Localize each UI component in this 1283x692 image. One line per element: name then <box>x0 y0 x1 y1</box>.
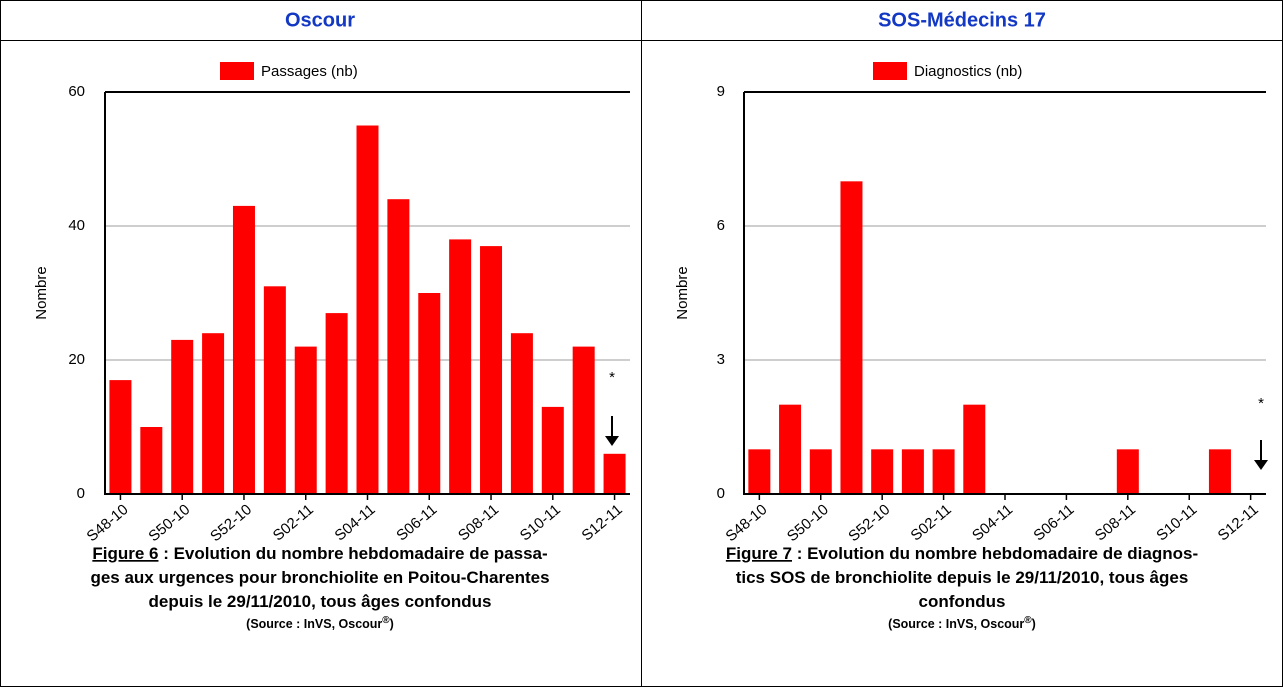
x-tick-label: S06-11 <box>1030 501 1077 544</box>
bar <box>510 333 533 494</box>
bar <box>748 449 771 494</box>
x-tick-label: S50-10 <box>145 501 193 545</box>
y-axis-label: Nombre <box>674 266 691 319</box>
legend-label: Diagnostics (nb) <box>914 63 1022 80</box>
caption-line: ges aux urgences pour bronchiolite en Po… <box>90 568 549 587</box>
legend-label: Passages (nb) <box>261 63 358 80</box>
bar <box>603 453 626 494</box>
x-tick-label: S12-11 <box>579 501 626 544</box>
x-tick-label: S50-10 <box>784 501 832 545</box>
y-tick-label: 40 <box>68 217 85 234</box>
bar <box>325 313 348 494</box>
bar <box>871 449 894 494</box>
bar <box>109 380 132 494</box>
x-tick-label: S52-10 <box>845 501 893 545</box>
panel-title: SOS-Médecins 17 <box>878 9 1046 31</box>
bar <box>840 181 863 495</box>
legend-swatch <box>220 62 254 80</box>
bar <box>263 286 286 494</box>
source-text: (Source : InVS, Oscour <box>888 617 1024 631</box>
legend-swatch <box>873 62 907 80</box>
y-tick-label: 9 <box>717 83 725 100</box>
caption-text: confondus <box>919 592 1006 611</box>
source-mark: ® <box>382 615 390 626</box>
y-tick-label: 0 <box>717 485 725 502</box>
bar <box>932 449 955 494</box>
bar <box>171 339 194 494</box>
annotation: * <box>1258 395 1264 412</box>
source-mark: ® <box>1024 615 1032 626</box>
source: (Source : InVS, Oscour®) <box>888 615 1036 632</box>
caption-line: Figure 6 : Evolution du nombre hebdomada… <box>92 544 547 563</box>
caption-line: tics SOS de bronchiolite depuis le 29/11… <box>736 568 1189 587</box>
caption-line: depuis le 29/11/2010, tous âges confondu… <box>149 592 492 611</box>
arrow-head <box>605 436 619 446</box>
bar <box>963 404 986 494</box>
caption-text: ges aux urgences pour bronchiolite en Po… <box>90 568 549 587</box>
arrow-head <box>1254 460 1268 470</box>
x-tick-label: S12-11 <box>1215 501 1262 544</box>
x-tick-label: S04-11 <box>331 501 378 544</box>
y-tick-label: 60 <box>68 83 85 100</box>
x-tick-label: S08-11 <box>455 501 502 544</box>
bar <box>901 449 924 494</box>
bar <box>541 406 564 494</box>
y-tick-label: 3 <box>717 351 725 368</box>
caption-text: : Evolution du nombre hebdomadaire de pa… <box>158 544 547 563</box>
x-tick-label: S52-10 <box>207 501 255 545</box>
bar <box>1116 449 1139 494</box>
bar <box>1208 449 1231 494</box>
x-tick-label: S10-11 <box>1153 501 1200 544</box>
source-text: (Source : InVS, Oscour <box>246 617 382 631</box>
bar <box>140 427 163 494</box>
y-tick-label: 6 <box>717 217 725 234</box>
x-tick-label: S10-11 <box>517 501 564 544</box>
source: (Source : InVS, Oscour®) <box>246 615 394 632</box>
bar <box>418 293 441 494</box>
x-tick-label: S08-11 <box>1092 501 1139 544</box>
bar <box>232 205 255 494</box>
bar <box>387 199 410 494</box>
source-end: ) <box>390 617 394 631</box>
bar <box>572 346 595 494</box>
y-axis-label: Nombre <box>33 266 50 319</box>
y-tick-label: 0 <box>77 485 85 502</box>
caption-text: : Evolution du nombre hebdomadaire de di… <box>792 544 1198 563</box>
x-tick-label: S48-10 <box>84 501 132 545</box>
caption-label: Figure 6 <box>92 544 158 563</box>
bar <box>809 449 832 494</box>
caption-label: Figure 7 <box>726 544 792 563</box>
panel-title: Oscour <box>285 9 355 31</box>
source-end: ) <box>1032 617 1036 631</box>
caption-text: depuis le 29/11/2010, tous âges confondu… <box>149 592 492 611</box>
bar <box>779 404 802 494</box>
x-tick-label: S06-11 <box>393 501 440 544</box>
x-tick-label: S48-10 <box>722 501 770 545</box>
x-tick-label: S02-11 <box>270 501 317 544</box>
bar <box>480 246 503 494</box>
x-tick-label: S02-11 <box>908 501 955 544</box>
annotation: * <box>609 369 615 386</box>
bar <box>356 125 379 494</box>
x-tick-label: S04-11 <box>969 501 1016 544</box>
caption-line: confondus <box>919 592 1006 611</box>
bar <box>294 346 317 494</box>
caption-text: tics SOS de bronchiolite depuis le 29/11… <box>736 568 1189 587</box>
caption-line: Figure 7 : Evolution du nombre hebdomada… <box>726 544 1198 563</box>
bar <box>202 333 225 494</box>
y-tick-label: 20 <box>68 351 85 368</box>
bar <box>449 239 472 494</box>
